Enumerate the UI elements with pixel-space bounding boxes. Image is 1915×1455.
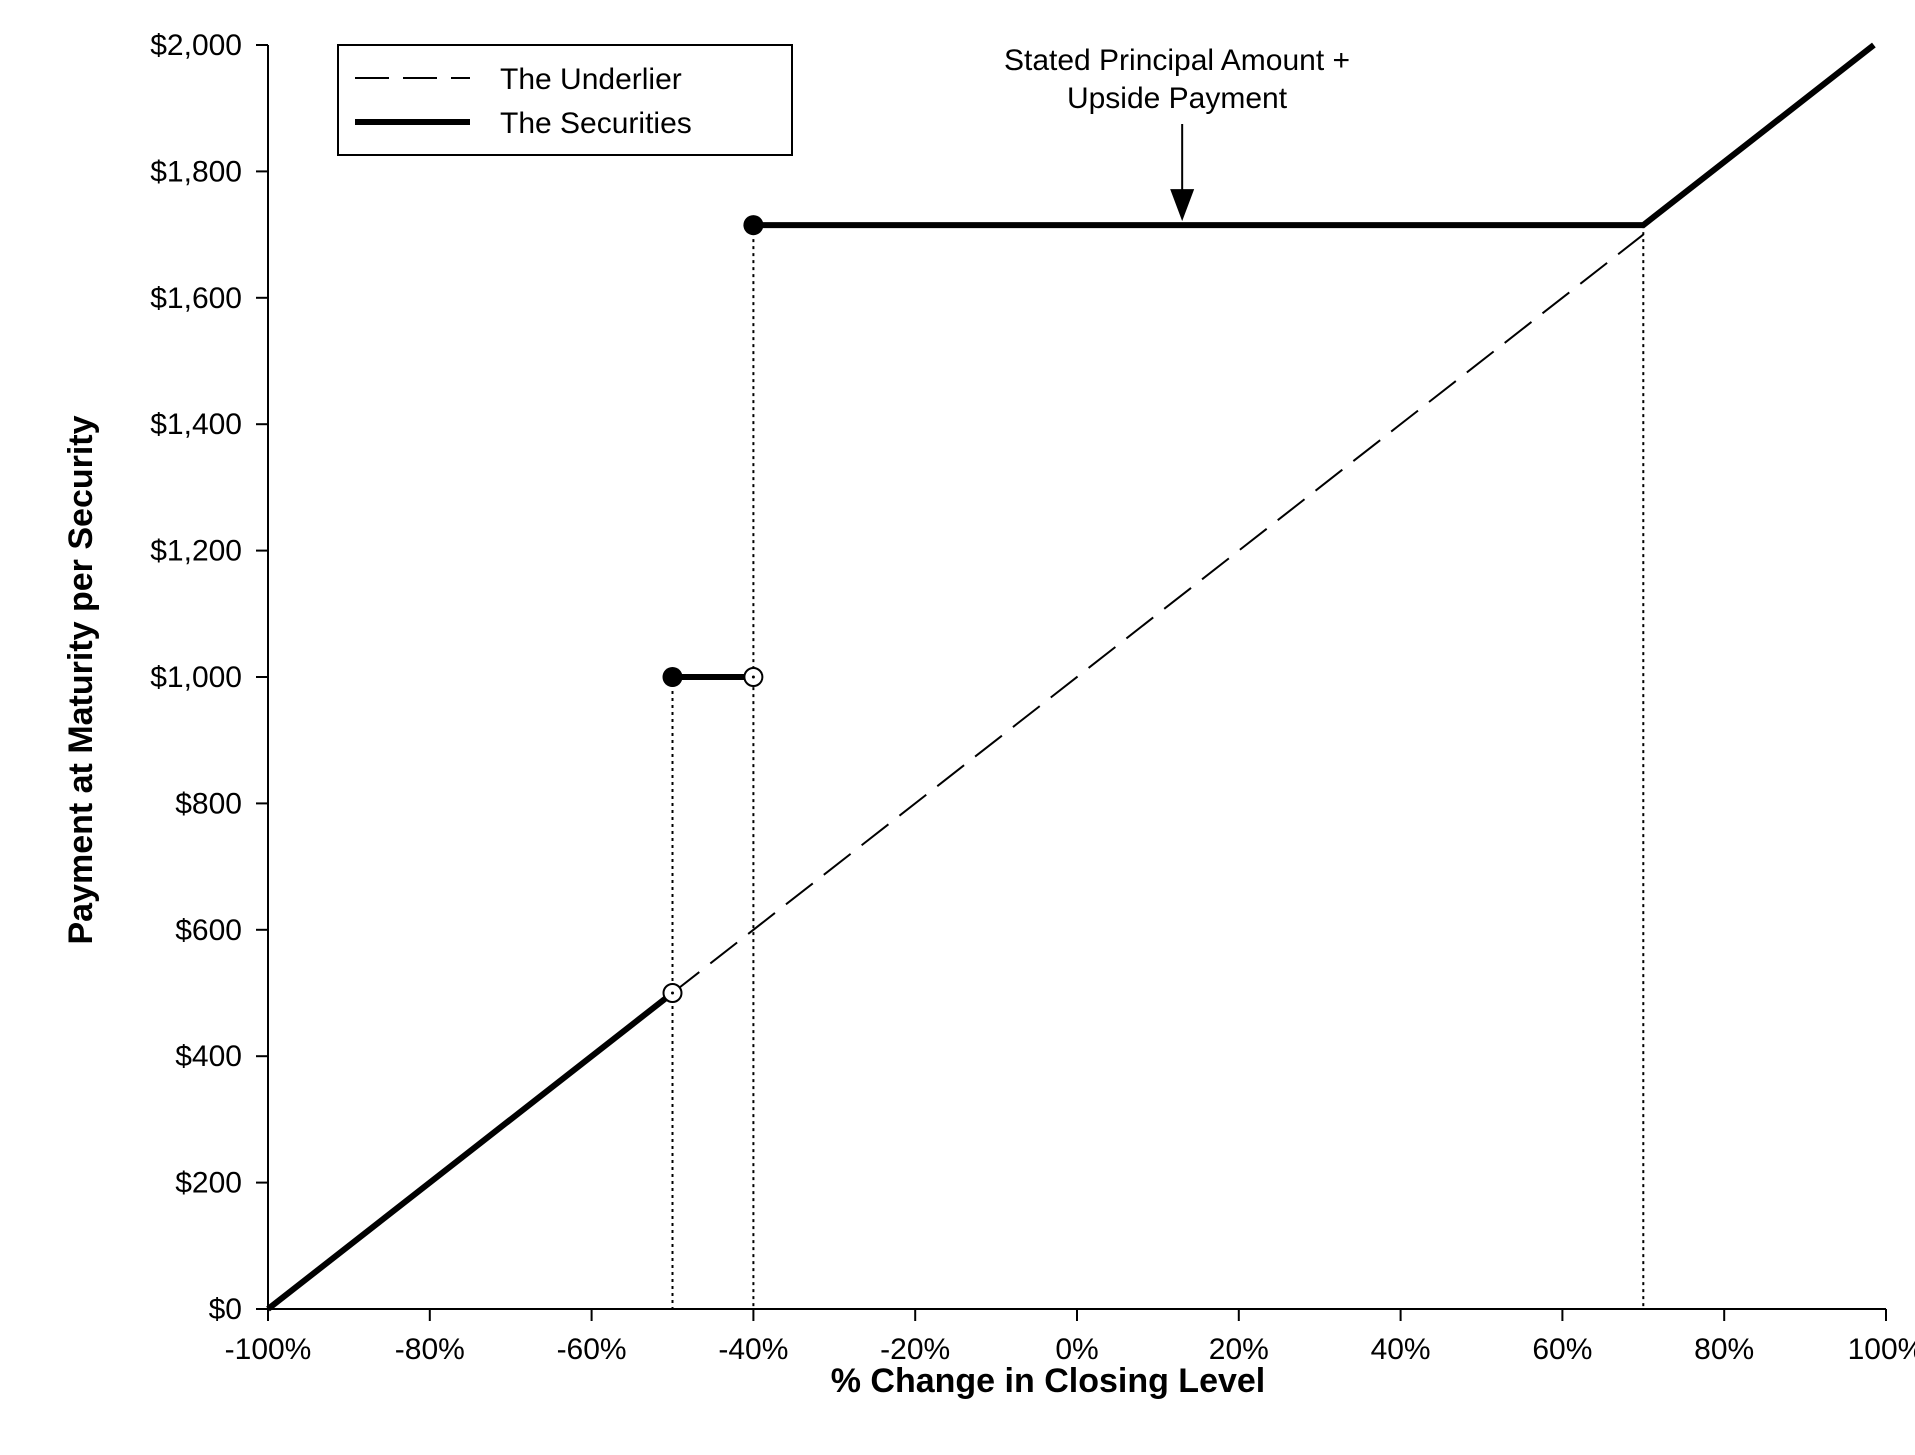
y-tick-label: $1,200: [150, 535, 242, 568]
y-tick-label: $800: [175, 787, 242, 820]
legend-label-securities: The Securities: [500, 107, 692, 140]
annotation-line-2: Upside Payment: [1067, 82, 1288, 115]
y-tick-label: $400: [175, 1040, 242, 1073]
x-tick-label: 40%: [1371, 1333, 1431, 1366]
annotation: Stated Principal Amount + Upside Payment: [1004, 44, 1350, 222]
x-tick-label: 80%: [1694, 1333, 1754, 1366]
y-ticks: $0 $200 $400 $600 $800 $1,000 $1,200 $1,400 $1,6…: [150, 29, 268, 1326]
y-tick-label: $1,600: [150, 282, 242, 315]
marker-open-center: [751, 675, 755, 679]
y-tick-label: $1,800: [150, 155, 242, 188]
x-tick-label: 20%: [1209, 1333, 1269, 1366]
x-ticks: -100% -80% -60% -40% -20% 0% 20% 40% 60% 80% 100%: [225, 1309, 1915, 1366]
annotation-line-1: Stated Principal Amount +: [1004, 44, 1350, 77]
markers: [662, 215, 764, 1003]
annotation-arrow-head: [1170, 189, 1195, 222]
legend-label-underlier: The Underlier: [500, 63, 682, 96]
y-tick-label: $200: [175, 1167, 242, 1200]
y-tick-label: $600: [175, 914, 242, 947]
y-tick-label: $1,000: [150, 661, 242, 694]
series-underlier-line: [671, 233, 1644, 994]
marker-filled: [743, 215, 764, 236]
y-tick-label: $0: [209, 1293, 242, 1326]
x-tick-label: 0%: [1055, 1333, 1098, 1366]
x-tick-label: -60%: [557, 1333, 627, 1366]
x-tick-label: 60%: [1532, 1333, 1592, 1366]
y-tick-label: $2,000: [150, 29, 242, 62]
x-tick-label: -100%: [225, 1333, 312, 1366]
legend: The Underlier The Securities: [337, 44, 793, 156]
x-tick-label: 100%: [1848, 1333, 1915, 1366]
x-tick-label: -80%: [395, 1333, 465, 1366]
x-tick-label: -40%: [718, 1333, 788, 1366]
series-securities-segment: [753, 42, 1876, 229]
marker-filled: [662, 667, 683, 687]
y-axis-title: Payment at Maturity per Security: [62, 415, 100, 944]
series-securities-segment: [266, 990, 675, 1312]
series-layer: [266, 42, 1876, 1312]
x-axis-title: % Change in Closing Level: [831, 1362, 1266, 1400]
reference-lines: [671, 225, 1645, 1309]
marker-open-center: [671, 991, 674, 995]
y-tick-label: $1,400: [150, 408, 242, 441]
legend-box: [337, 44, 793, 156]
x-tick-label: -20%: [880, 1333, 950, 1366]
